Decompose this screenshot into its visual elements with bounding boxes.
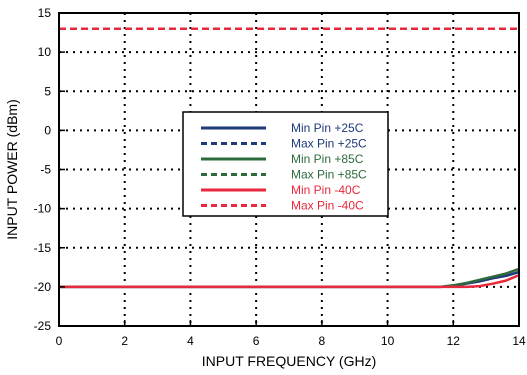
legend-entry: Min Pin -40C [201, 183, 361, 197]
y-tick-label: -20 [34, 280, 52, 294]
legend-label: Min Pin +85C [291, 152, 364, 166]
x-tick-label: 8 [319, 334, 326, 348]
x-tick-label: 12 [447, 334, 461, 348]
axis-ticks: 0 2 4 6 8 10 12 14 -25 -20 -15 -10 -5 0 5 10 15 [34, 6, 526, 348]
y-tick-label: -15 [34, 241, 52, 255]
x-tick-label: 2 [121, 334, 128, 348]
legend-entry: Min Pin +25C [201, 121, 364, 135]
series-line-min-pin-85c [59, 267, 520, 289]
y-tick-label: 15 [38, 6, 52, 20]
legend-entry: Min Pin +85C [201, 152, 364, 166]
legend-label: Max Pin +25C [291, 137, 367, 151]
y-tick-label: -5 [40, 163, 51, 177]
y-tick-label: 5 [44, 84, 51, 98]
x-tick-label: 6 [253, 334, 260, 348]
x-tick-label: 0 [56, 334, 63, 348]
legend-label: Min Pin +25C [291, 121, 364, 135]
x-tick-label: 14 [512, 334, 526, 348]
legend-entry: Max Pin +25C [201, 137, 367, 151]
y-tick-label: -10 [34, 202, 52, 216]
x-tick-label: 4 [187, 334, 194, 348]
legend-entry: Max Pin +85C [201, 168, 367, 182]
legend-label: Min Pin -40C [291, 183, 361, 197]
legend-entry: Max Pin -40C [201, 199, 364, 213]
y-tick-label: -25 [34, 319, 52, 333]
series-line-min-pin-40c [59, 273, 520, 289]
x-axis-label: INPUT FREQUENCY (GHz) [202, 353, 377, 369]
y-tick-label: 0 [44, 123, 51, 137]
x-tick-label: 10 [381, 334, 395, 348]
grid [59, 13, 519, 326]
y-tick-label: 10 [38, 45, 52, 59]
y-axis-label: INPUT POWER (dBm) [4, 99, 20, 240]
legend-label: Max Pin -40C [291, 199, 364, 213]
series-lines [59, 27, 520, 289]
legend-label: Max Pin +85C [291, 168, 367, 182]
